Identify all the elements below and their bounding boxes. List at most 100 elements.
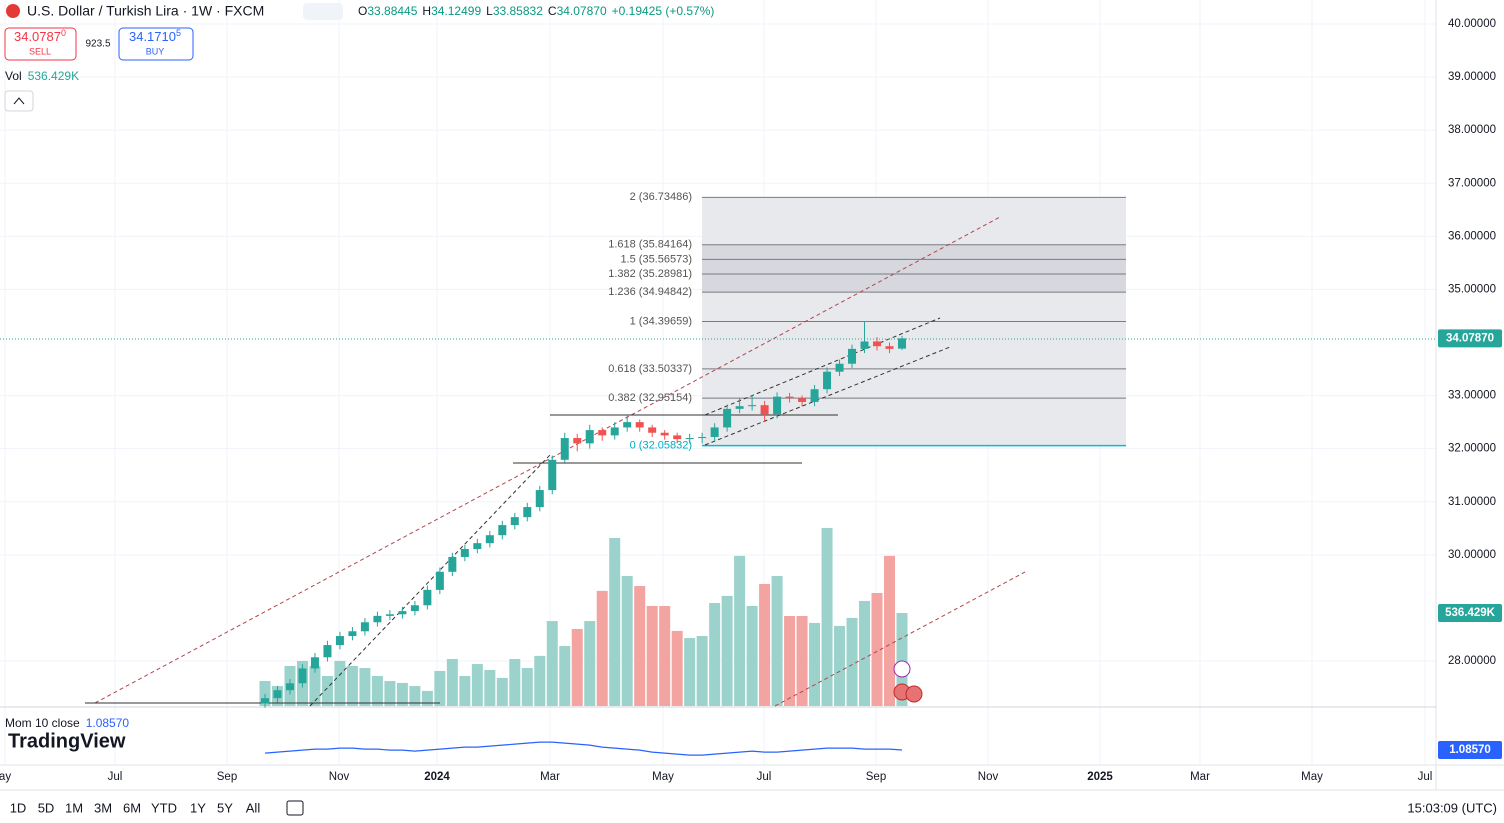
candle-body [685, 438, 694, 440]
candle-body [660, 432, 669, 436]
fib-label: 1.5 (35.56573) [620, 253, 692, 265]
volume-bar [709, 603, 721, 706]
volume-bar [484, 669, 496, 706]
range-button[interactable]: 1D [10, 800, 27, 815]
candle-body [598, 430, 607, 436]
event-icon[interactable] [893, 660, 911, 678]
range-button[interactable]: All [246, 800, 261, 815]
range-button[interactable]: 1M [65, 800, 83, 815]
candle-body [723, 408, 732, 428]
indicator-toggle[interactable] [303, 3, 343, 20]
ohlc-value: 33.85832 [493, 4, 543, 18]
x-tick-label: May [1301, 771, 1323, 783]
y-tick-label: 38.00000 [1448, 124, 1496, 136]
sell-button[interactable] [4, 27, 77, 61]
x-tick-label: Jul [108, 771, 123, 783]
event-icon[interactable] [905, 685, 923, 703]
axes: 40.00000 39.00000 38.00000 37.00000 36.00000… [0, 18, 1502, 783]
candle-body [635, 422, 644, 428]
volume-bar [646, 605, 658, 706]
mom-legend: Mom 10 close 1.08570 [5, 716, 129, 730]
volume-bar [559, 646, 571, 706]
candle-body [385, 614, 394, 616]
candle-body [848, 348, 857, 364]
range-button[interactable]: 6M [123, 800, 141, 815]
fib-label: 1.236 (34.94842) [608, 286, 692, 298]
fib-label: 0.618 (33.50337) [608, 363, 692, 375]
candle-body [323, 645, 332, 658]
drawings [0, 216, 1436, 707]
sell-label: SELL [29, 46, 51, 56]
volume-bar [571, 629, 583, 706]
volume-bar [621, 575, 633, 706]
candle-body [623, 422, 632, 428]
event-icons [893, 660, 923, 703]
buy-price: 34.17105 [129, 28, 181, 44]
candle-body [897, 338, 906, 349]
range-button[interactable]: 3M [94, 800, 112, 815]
fib-label: 0.382 (32.95154) [608, 392, 692, 404]
range-button[interactable]: 5Y [217, 800, 233, 815]
range-button[interactable]: YTD [151, 800, 177, 815]
fib-label: 1.618 (35.84164) [608, 239, 692, 251]
candle-body [548, 459, 557, 491]
volume-bar [421, 690, 433, 706]
candle-body [735, 406, 744, 409]
y-tick-label: 28.00000 [1448, 655, 1496, 667]
date-range-icon[interactable] [286, 800, 304, 816]
volume-bar [546, 621, 558, 706]
fib-extension: 2 (36.73486) 1.618 (35.84164) 1.5 (35.5657… [608, 191, 1126, 451]
candle-body [798, 398, 807, 402]
candle-body [585, 430, 594, 444]
x-tick-label: Mar [540, 771, 560, 783]
x-tick-label: May [652, 771, 674, 783]
volume-bar [671, 630, 683, 706]
fib-band [702, 244, 1126, 293]
candle-body [485, 535, 494, 544]
range-button[interactable]: 1Y [190, 800, 206, 815]
volume-bar [521, 668, 533, 706]
fib-label: 1.382 (35.28981) [608, 268, 692, 280]
candle-body [810, 389, 819, 402]
y-tick-label: 37.00000 [1448, 177, 1496, 189]
volume-bar [859, 600, 871, 706]
candle-body [835, 363, 844, 372]
ohlc-change: +0.19425 (+0.57%) [612, 4, 715, 18]
symbol-title[interactable]: U.S. Dollar / Turkish Lira · 1W · FXCM [27, 3, 264, 19]
ohlc-legend: O33.88445 H34.12499 L33.85832 C34.07870 +0.1… [358, 4, 714, 18]
buy-button[interactable] [118, 27, 194, 61]
fib-label: 1 (34.39659) [630, 315, 692, 327]
clock: 15:03:09 (UTC) [1407, 800, 1497, 815]
ohlc-value: 34.12499 [431, 4, 481, 18]
x-tick-label: Nov [978, 771, 999, 783]
candle-body [748, 405, 757, 407]
volume-bar [746, 605, 758, 706]
volume-bar [684, 638, 696, 706]
volume-bar [434, 670, 446, 706]
volume-bar [446, 659, 458, 706]
volume-bar [846, 617, 858, 706]
candle-body [373, 615, 382, 623]
mom-badge: 1.08570 [1449, 744, 1491, 756]
candle-body [760, 405, 769, 415]
candle-body [885, 346, 894, 349]
mom-badge-bg [1438, 741, 1502, 759]
candle-body [785, 396, 794, 399]
candle-body [510, 517, 519, 526]
range-button[interactable]: 5D [38, 800, 55, 815]
x-tick-label: 2024 [424, 771, 450, 783]
toolbar: 1D 5D 1M 3M 6M YTD 1Y 5Y All [10, 800, 304, 816]
y-tick-label: 33.00000 [1448, 390, 1496, 402]
candle-body [873, 341, 882, 347]
collapse-button[interactable] [4, 90, 34, 112]
candle-body [261, 698, 269, 704]
x-tick-label: Nov [329, 771, 350, 783]
volume-bar [459, 676, 471, 706]
candle-body [360, 622, 369, 632]
candle-body [460, 548, 469, 557]
candle-body [560, 438, 569, 460]
volume-bar [309, 665, 321, 706]
y-tick-label: 30.00000 [1448, 549, 1496, 561]
volume-bar [534, 655, 546, 706]
